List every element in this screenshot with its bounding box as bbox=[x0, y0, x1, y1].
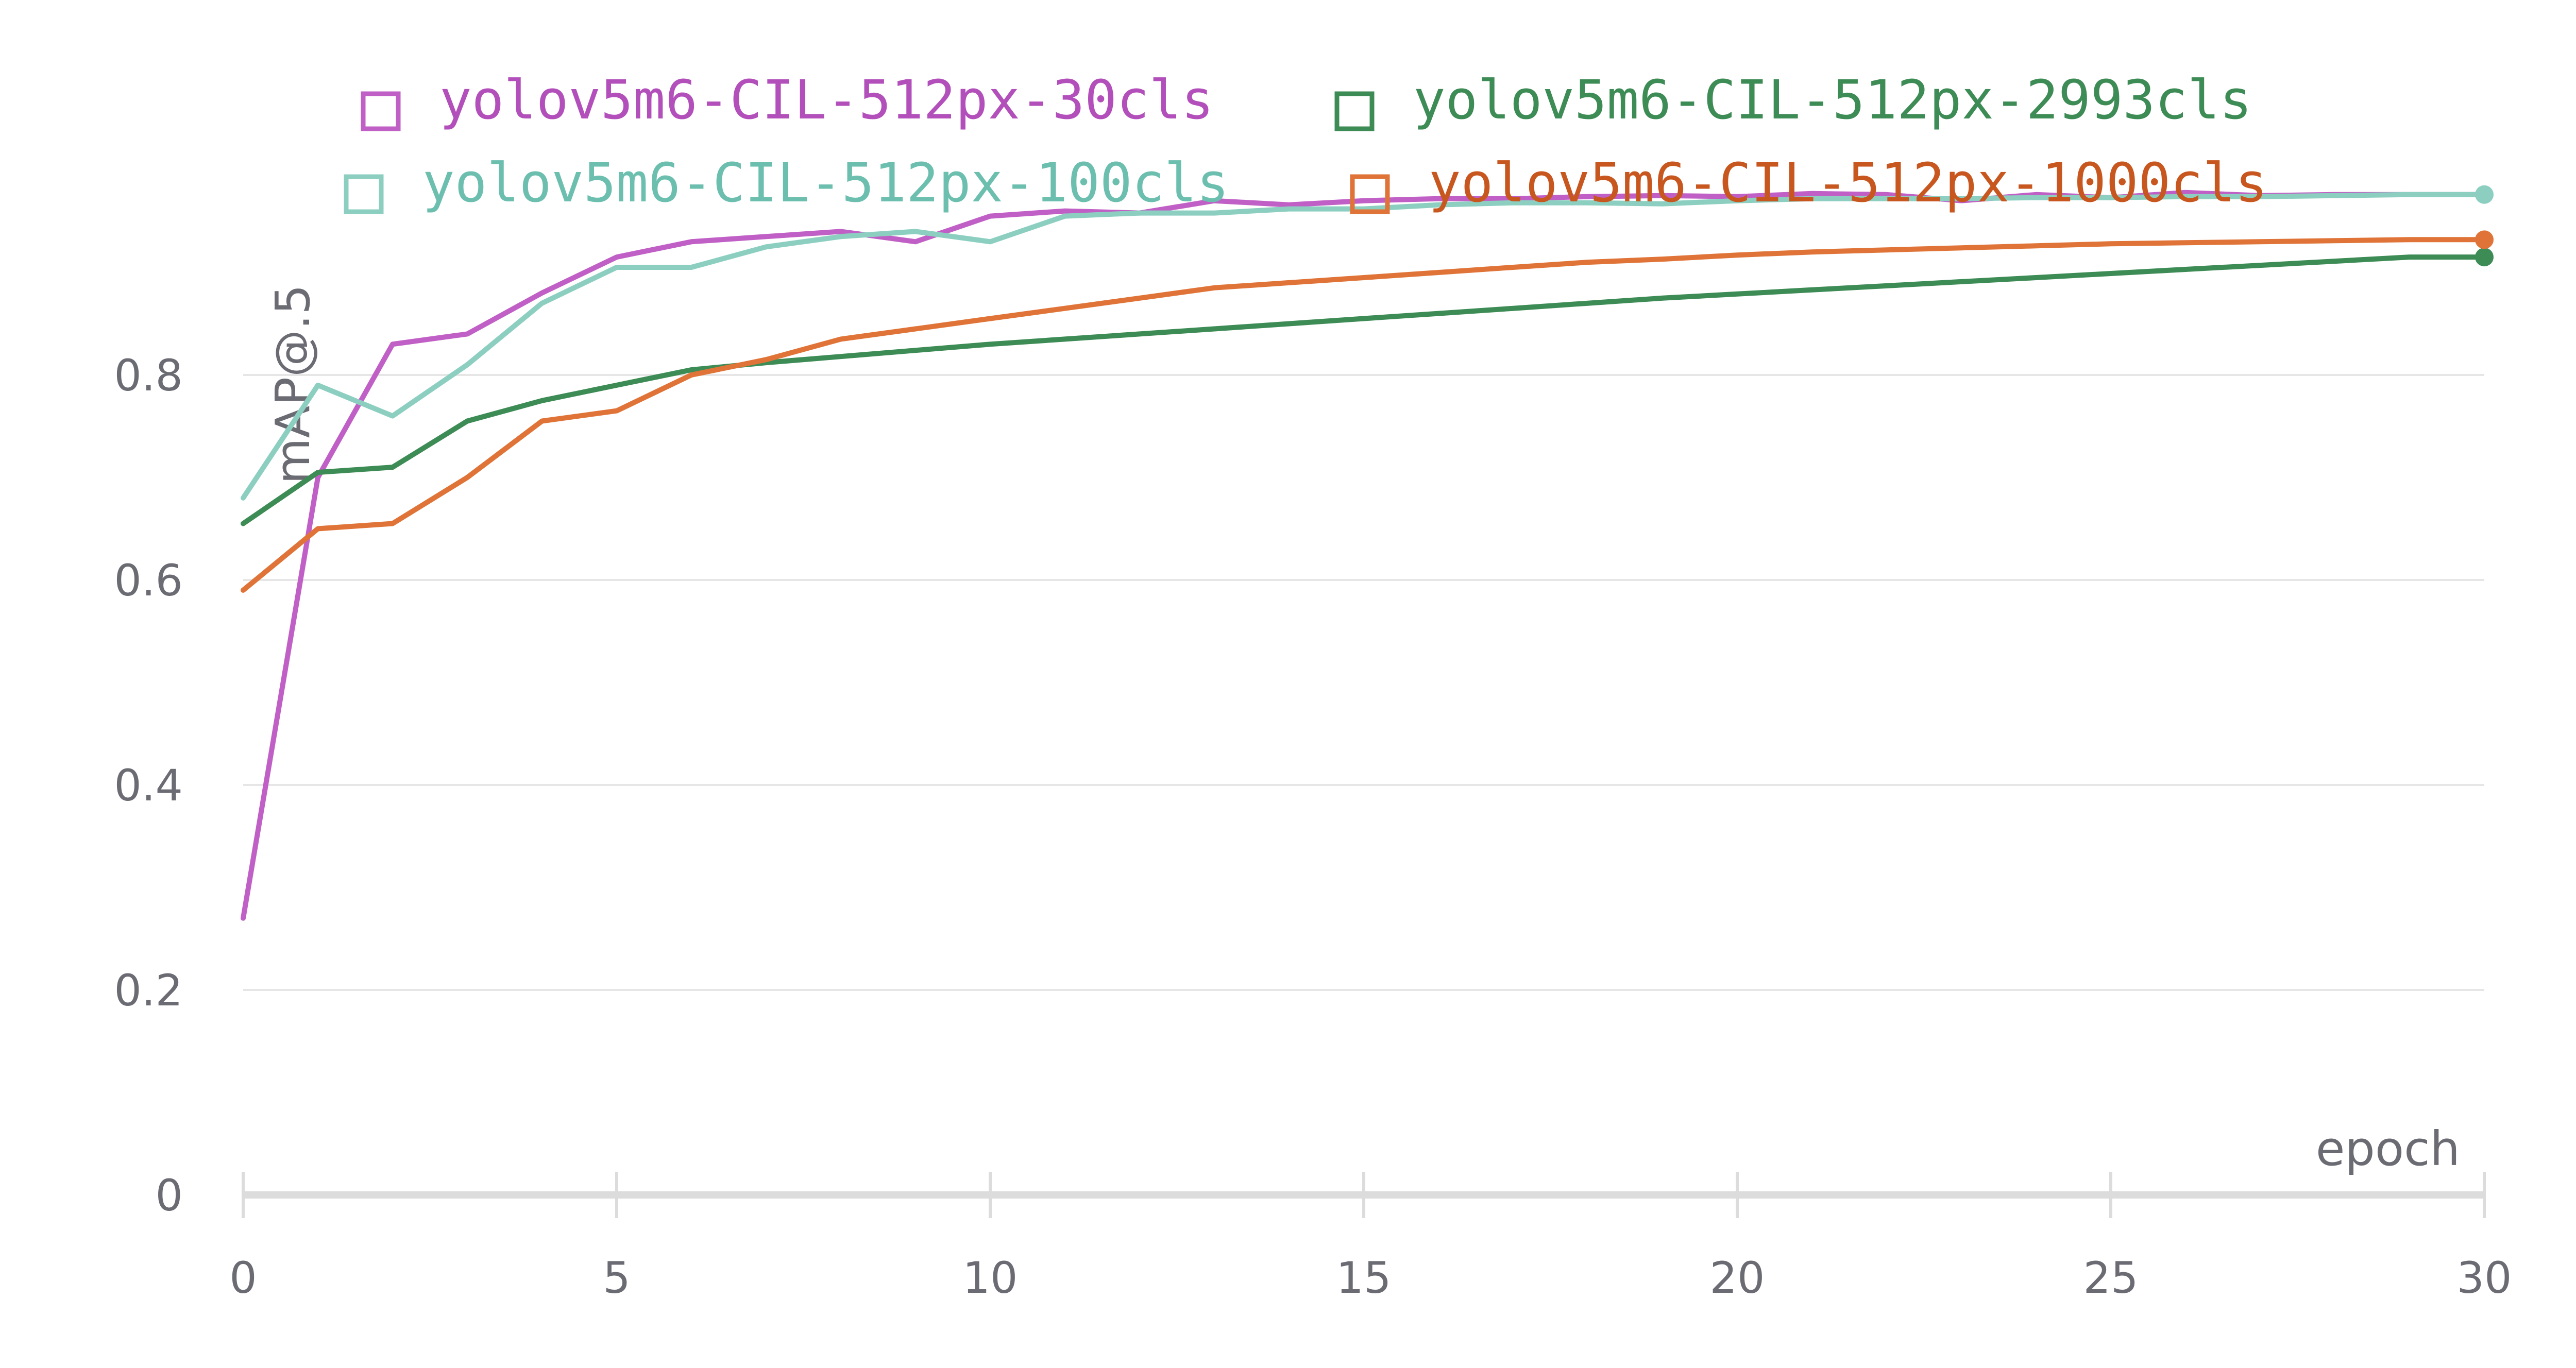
x-axis-ticks: 0 5 10 15 20 25 30 bbox=[229, 1172, 2512, 1303]
series-lines bbox=[241, 185, 2494, 921]
y-axis-ticks: 0 0.2 0.4 0.6 0.8 bbox=[114, 350, 183, 1221]
y-tick-label: 0 bbox=[156, 1170, 183, 1221]
x-tick-label: 0 bbox=[229, 1253, 257, 1303]
series-1 bbox=[241, 190, 2487, 921]
legend-item[interactable]: yolov5m6-CIL-512px-2993cls bbox=[1334, 69, 2252, 131]
legend-swatch bbox=[344, 174, 384, 214]
series-3 bbox=[241, 185, 2494, 501]
series-end-point bbox=[2475, 185, 2494, 204]
x-tick-label: 30 bbox=[2457, 1253, 2512, 1303]
x-axis-title: epoch bbox=[2316, 1121, 2460, 1176]
x-tick-label: 10 bbox=[963, 1253, 1018, 1303]
series-line bbox=[241, 254, 2487, 526]
series-end-point bbox=[2475, 230, 2494, 249]
legend-label: yolov5m6-CIL-512px-1000cls bbox=[1429, 151, 2267, 214]
x-tick-label: 5 bbox=[603, 1253, 630, 1303]
x-tick-label: 15 bbox=[1336, 1253, 1392, 1303]
legend-label: yolov5m6-CIL-512px-2993cls bbox=[1413, 69, 2252, 131]
y-tick-label: 0.6 bbox=[114, 555, 183, 606]
y-tick-label: 0.2 bbox=[114, 965, 183, 1016]
series-2 bbox=[241, 248, 2494, 526]
x-tick-label: 20 bbox=[1710, 1253, 1765, 1303]
legend-label: yolov5m6-CIL-512px-100cls bbox=[422, 151, 1229, 214]
legend-swatch bbox=[361, 91, 401, 131]
series-line bbox=[241, 190, 2487, 921]
legend[interactable]: yolov5m6-CIL-512px-30cls yolov5m6-CIL-512… bbox=[344, 69, 2267, 214]
legend-item[interactable]: yolov5m6-CIL-512px-1000cls bbox=[1350, 151, 2267, 214]
legend-swatch bbox=[1334, 91, 1375, 131]
legend-swatch bbox=[1350, 174, 1390, 214]
y-tick-label: 0.4 bbox=[114, 760, 183, 811]
legend-label: yolov5m6-CIL-512px-30cls bbox=[439, 69, 1214, 131]
series-end-point bbox=[2475, 248, 2494, 267]
series-4 bbox=[241, 230, 2494, 593]
x-tick-label: 25 bbox=[2083, 1253, 2139, 1303]
y-tick-label: 0.8 bbox=[114, 350, 183, 401]
legend-item[interactable]: yolov5m6-CIL-512px-30cls bbox=[361, 69, 1214, 131]
series-line bbox=[241, 237, 2487, 593]
series-line bbox=[241, 192, 2487, 501]
legend-item[interactable]: yolov5m6-CIL-512px-100cls bbox=[344, 151, 1229, 214]
grid-lines bbox=[243, 374, 2484, 991]
